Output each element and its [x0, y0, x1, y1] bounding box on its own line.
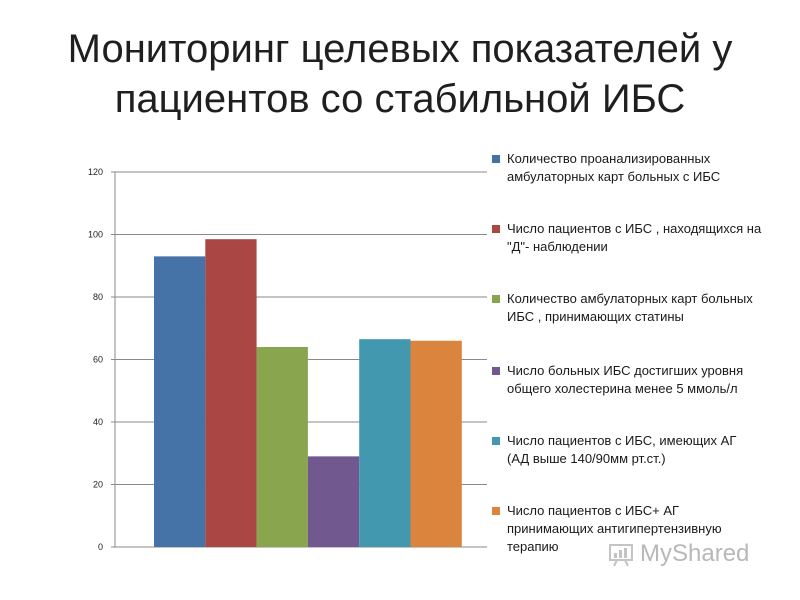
- legend-swatch: [492, 225, 500, 233]
- bar: [410, 340, 462, 547]
- y-tick-label: 20: [93, 480, 103, 490]
- legend-label: Число больных ИБС достигших уровня общег…: [507, 363, 744, 396]
- y-tick-label: 40: [93, 417, 103, 427]
- legend-item: Количество амбулаторных карт больных ИБС…: [492, 290, 762, 326]
- legend-swatch: [492, 295, 500, 303]
- y-tick-label: 0: [98, 542, 103, 552]
- bar: [359, 339, 411, 547]
- bar: [154, 256, 206, 547]
- legend-label: Число пациентов с ИБС, имеющих АГ (АД вы…: [507, 433, 737, 466]
- legend-swatch: [492, 155, 500, 163]
- legend-label: Количество амбулаторных карт больных ИБС…: [507, 291, 753, 324]
- legend-label: Количество проанализированных амбулаторн…: [507, 151, 721, 184]
- legend-item: Число пациентов с ИБС, имеющих АГ (АД вы…: [492, 432, 762, 468]
- legend-item: Число больных ИБС достигших уровня общег…: [492, 362, 762, 398]
- presentation-icon: [609, 544, 633, 567]
- legend-label: Число пациентов с ИБС , находящихся на "…: [507, 221, 762, 254]
- watermark: MyShared: [608, 540, 749, 568]
- legend-swatch: [492, 437, 500, 445]
- bar: [205, 239, 257, 547]
- legend-item: Число пациентов с ИБС , находящихся на "…: [492, 220, 762, 256]
- bar: [256, 347, 308, 547]
- y-tick-label: 60: [93, 355, 103, 365]
- legend-swatch: [492, 367, 500, 375]
- y-tick-label: 100: [88, 230, 103, 240]
- title-line-2: пациентов со стабильной ИБС: [114, 77, 686, 121]
- y-tick-label: 80: [93, 292, 103, 302]
- bar: [307, 456, 360, 547]
- legend-item: Число пациентов с ИБС+ АГ принимающих ан…: [492, 502, 762, 556]
- title-line-1: Мониторинг целевых показателей у: [67, 27, 733, 71]
- legend-item: Количество проанализированных амбулаторн…: [492, 150, 762, 186]
- legend-swatch: [492, 507, 500, 515]
- watermark-text: MyShared: [640, 540, 750, 567]
- y-tick-label: 120: [88, 167, 103, 177]
- legend-label: Число пациентов с ИБС+ АГ принимающих ан…: [507, 503, 722, 554]
- page-title: Мониторинг целевых показателей у пациент…: [0, 24, 800, 124]
